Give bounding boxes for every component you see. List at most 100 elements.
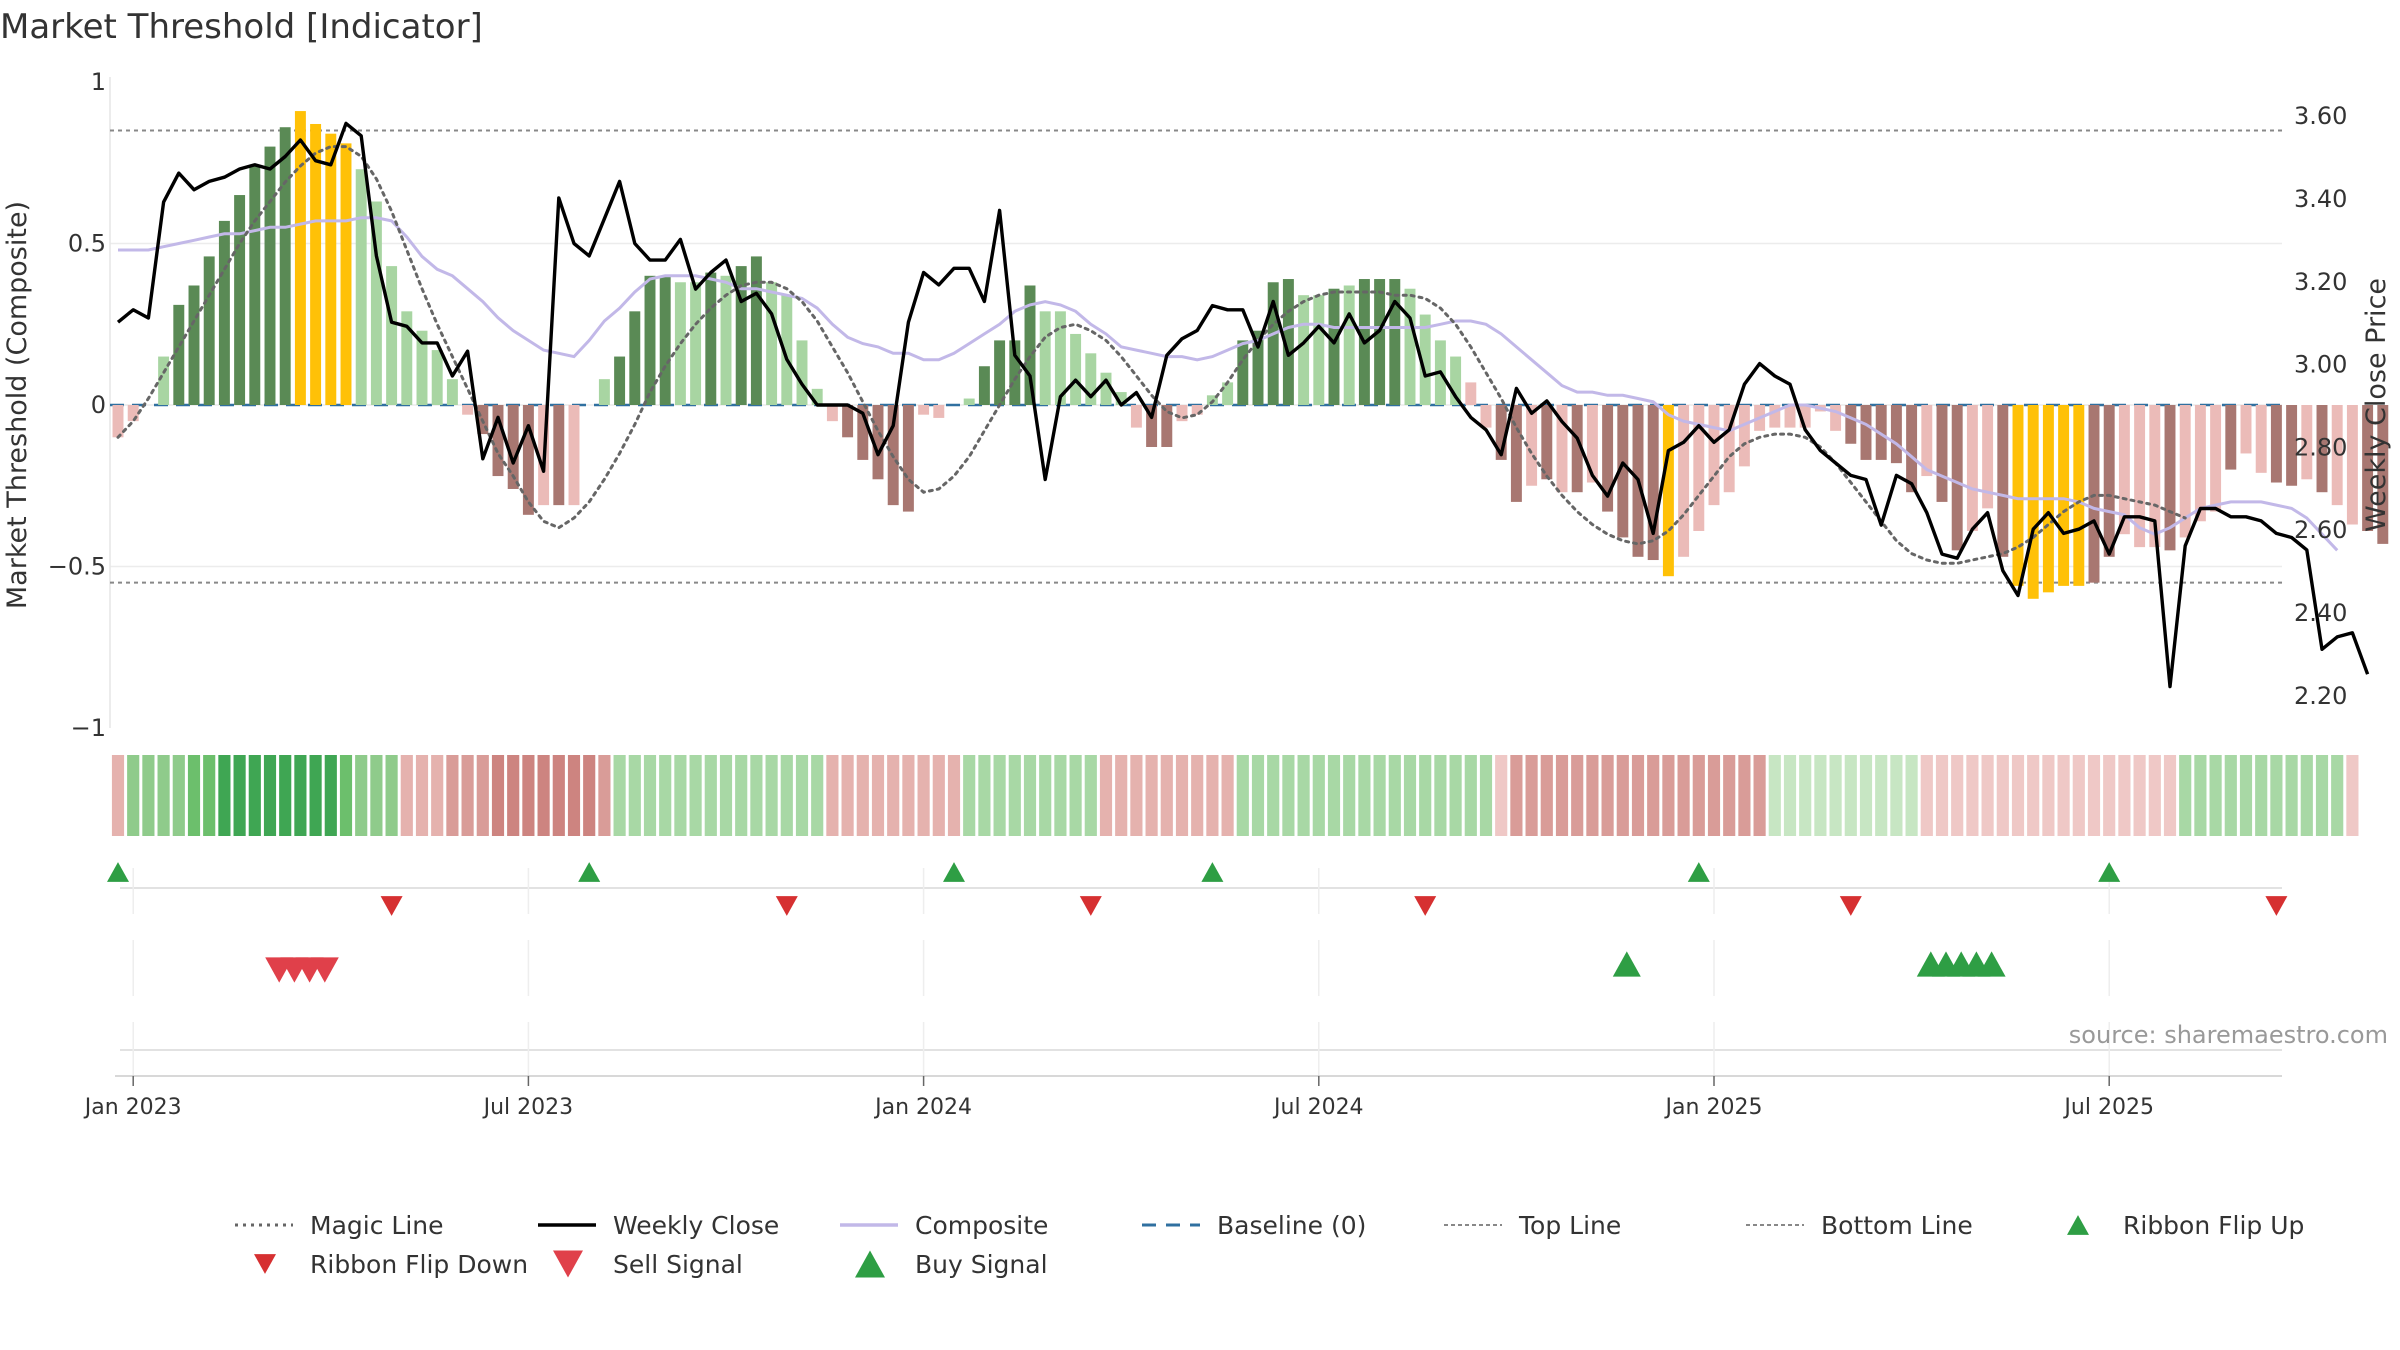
ribbon-cell bbox=[552, 755, 565, 836]
ribbon-cell bbox=[2209, 755, 2222, 836]
composite-bar bbox=[796, 340, 808, 405]
composite-bar bbox=[1465, 382, 1477, 405]
ribbon-cell bbox=[1571, 755, 1584, 836]
composite-bar bbox=[127, 405, 139, 422]
x-tick-label: Jul 2024 bbox=[1272, 1095, 1364, 1120]
ribbon-cell bbox=[1358, 755, 1371, 836]
right-tick-label: 3.40 bbox=[2294, 185, 2347, 213]
composite-bar bbox=[1343, 285, 1355, 405]
composite-bar bbox=[2149, 405, 2161, 548]
ribbon-cell bbox=[203, 755, 216, 836]
composite-bar bbox=[1617, 405, 1629, 538]
composite-bar bbox=[1161, 405, 1173, 447]
x-tick-label: Jan 2024 bbox=[873, 1095, 972, 1120]
ribbon-cell bbox=[2224, 755, 2237, 836]
ribbon-cell bbox=[537, 755, 550, 836]
ribbon-cell bbox=[1677, 755, 1690, 836]
x-tick-label: Jan 2025 bbox=[1664, 1095, 1763, 1120]
ribbon-cell bbox=[2057, 755, 2070, 836]
ribbon-cell bbox=[704, 755, 717, 836]
ribbon-cell bbox=[1403, 755, 1417, 836]
ribbon-cell bbox=[1267, 755, 1280, 836]
composite-bar bbox=[2270, 405, 2282, 483]
composite-bar bbox=[188, 285, 200, 405]
ribbon-cell bbox=[811, 755, 824, 836]
ribbon-cell bbox=[2011, 755, 2025, 836]
ribbon-cell bbox=[400, 755, 413, 836]
threshold-ribbon bbox=[111, 755, 2359, 836]
composite-bar bbox=[1191, 405, 1203, 415]
ribbon-cell bbox=[1525, 755, 1538, 836]
weekly-close-line bbox=[116, 121, 2370, 689]
composite-bar bbox=[310, 123, 322, 406]
ribbon-cell bbox=[1799, 755, 1812, 836]
x-axis: Jan 2023 Jul 2023 Jan 2024 Jul 2024 Jan 2025… bbox=[83, 1075, 2282, 1120]
ribbon-cell bbox=[2103, 755, 2116, 836]
buy-signal-marker bbox=[1612, 951, 1641, 977]
legend-swatch bbox=[553, 1250, 583, 1278]
composite-bar bbox=[203, 256, 215, 405]
right-axis-ticks: 3.60 3.40 3.20 3.00 2.80 2.60 2.40 2.20 bbox=[2294, 102, 2347, 710]
ribbon-cell bbox=[1282, 755, 1295, 836]
ribbon-cell bbox=[1783, 755, 1797, 836]
ribbon-cell bbox=[431, 755, 444, 836]
right-tick-label: 3.00 bbox=[2294, 351, 2347, 379]
ribbon-cell bbox=[1738, 755, 1751, 836]
composite-bar bbox=[370, 201, 382, 405]
composite-bar bbox=[1830, 405, 1842, 431]
ribbon-cell bbox=[1008, 755, 1021, 836]
ribbon-cell bbox=[2072, 755, 2085, 836]
composite-bar bbox=[1298, 295, 1310, 405]
composite-bar bbox=[750, 256, 762, 405]
ribbon-flip-down-marker bbox=[1079, 896, 1102, 916]
legend-label: Baseline (0) bbox=[1217, 1211, 1366, 1240]
composite-bar bbox=[826, 405, 838, 422]
ribbon-cell bbox=[1540, 755, 1553, 836]
ribbon-cell bbox=[1099, 755, 1113, 836]
ribbon-cell bbox=[963, 755, 976, 836]
composite-bar bbox=[462, 405, 474, 415]
composite-bar bbox=[2286, 405, 2298, 486]
composite-bar bbox=[507, 405, 519, 489]
legend-item: Bottom Line bbox=[1746, 1211, 1973, 1240]
composite-bar bbox=[1921, 405, 1933, 477]
composite-bar bbox=[2225, 405, 2237, 470]
ribbon-flip-up-marker bbox=[107, 862, 129, 882]
ribbon-cell bbox=[841, 755, 854, 836]
right-tick-label: 3.20 bbox=[2294, 268, 2347, 296]
ribbon-cell bbox=[2042, 755, 2055, 836]
ribbon-cell bbox=[1479, 755, 1493, 836]
ribbon-flip-up-marker bbox=[1687, 862, 1710, 882]
ribbon-cell bbox=[1464, 755, 1477, 836]
left-tick-label: 1 bbox=[91, 68, 106, 96]
ribbon-cell bbox=[795, 755, 809, 836]
composite-bar bbox=[1784, 405, 1796, 428]
ribbon-cell bbox=[1768, 755, 1781, 836]
ribbon-cell bbox=[476, 755, 489, 836]
ribbon-cell bbox=[1115, 755, 1128, 836]
composite-bar bbox=[933, 405, 945, 418]
composite-bar bbox=[1404, 288, 1416, 405]
ribbon-cell bbox=[2179, 755, 2192, 836]
ribbon-cell bbox=[1707, 755, 1721, 836]
ribbon-cell bbox=[2239, 755, 2253, 836]
ribbon-cell bbox=[1084, 755, 1097, 836]
left-tick-label: −0.5 bbox=[48, 553, 106, 581]
ribbon-cell bbox=[887, 755, 900, 836]
ribbon-cell bbox=[1221, 755, 1234, 836]
ribbon-cell bbox=[1191, 755, 1204, 836]
composite-bar bbox=[2377, 405, 2389, 544]
composite-bar bbox=[598, 379, 610, 405]
composite-bar bbox=[1374, 279, 1386, 405]
composite-bar bbox=[1176, 405, 1188, 422]
composite-bar bbox=[568, 405, 580, 506]
composite-bar bbox=[705, 272, 717, 405]
composite-bar bbox=[234, 195, 246, 405]
composite-bar bbox=[158, 356, 170, 405]
ribbon-cell bbox=[1875, 755, 1888, 836]
ribbon-cell bbox=[294, 755, 307, 836]
ribbon-cell bbox=[172, 755, 185, 836]
composite-bar bbox=[811, 388, 823, 405]
ribbon-cell bbox=[871, 755, 885, 836]
ribbon-flip-up-marker bbox=[1201, 862, 1224, 882]
